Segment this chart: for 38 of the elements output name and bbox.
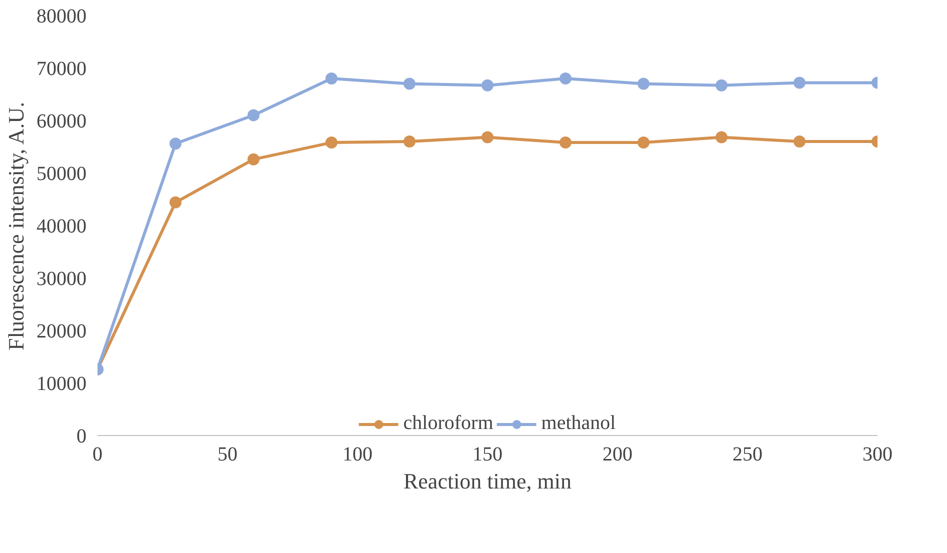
x-tick-label: 50	[218, 444, 238, 466]
point	[716, 79, 728, 92]
legend-label: chloroform	[403, 412, 494, 435]
y-tick-label: 50000	[36, 163, 86, 185]
y-tick-label: 10000	[36, 373, 86, 395]
point	[170, 196, 182, 208]
x-tick-label: 0	[92, 444, 102, 466]
y-tick-label: 20000	[36, 320, 86, 342]
point	[560, 72, 572, 84]
x-tick-label: 250	[732, 444, 762, 466]
point	[638, 78, 650, 90]
point	[170, 138, 182, 150]
point	[560, 136, 572, 149]
point	[794, 76, 806, 89]
point	[404, 78, 416, 90]
y-tick-label: 60000	[36, 110, 86, 132]
point	[482, 131, 494, 144]
y-tick-label: 0	[76, 426, 86, 448]
point	[716, 131, 728, 144]
x-tick-label: 200	[602, 444, 632, 466]
x-tick-label: 300	[862, 444, 892, 466]
point	[248, 109, 260, 122]
point	[794, 136, 806, 148]
point	[638, 136, 650, 149]
x-tick-label: 150	[472, 444, 502, 466]
point	[326, 72, 338, 84]
y-tick-label: 80000	[36, 6, 86, 28]
point	[482, 79, 494, 92]
x-axis-title: Reaction time, min	[403, 468, 572, 494]
y-tick-label: 40000	[36, 216, 86, 238]
point	[404, 136, 416, 148]
legend-label: methanol	[541, 412, 616, 435]
point	[248, 153, 260, 166]
y-axis-title: Fluorescence intensity, A.U.	[4, 102, 28, 350]
y-tick-label: 30000	[36, 268, 86, 290]
x-tick-label: 100	[342, 444, 372, 466]
y-tick-label: 70000	[36, 58, 86, 80]
point	[326, 136, 338, 149]
